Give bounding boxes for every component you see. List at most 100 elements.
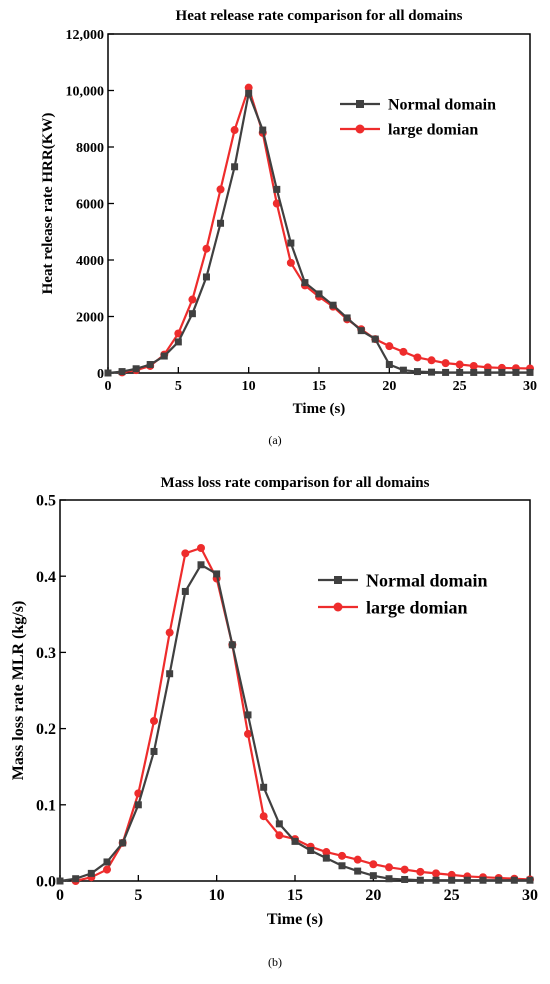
- x-tick-label: 10: [209, 887, 225, 904]
- data-point-normal-domain: [416, 876, 424, 884]
- y-tick-label: 0.4: [36, 569, 56, 586]
- panel-caption: (a): [268, 433, 281, 447]
- data-point-normal-domain: [432, 876, 440, 884]
- data-point-normal-domain: [56, 877, 64, 885]
- data-point-large-domain: [244, 729, 252, 738]
- y-tick-label: 12,000: [66, 28, 105, 43]
- x-tick-label: 0: [56, 887, 64, 904]
- data-point-normal-domain: [72, 875, 80, 883]
- data-point-normal-domain: [188, 310, 196, 318]
- data-point-large-domain: [385, 863, 393, 872]
- x-axis-label: Time (s): [267, 911, 323, 928]
- data-point-large-domain: [427, 356, 436, 365]
- data-point-normal-domain: [357, 327, 365, 335]
- data-point-normal-domain: [104, 369, 112, 377]
- data-point-normal-domain: [245, 89, 253, 97]
- data-point-large-domain: [353, 855, 362, 864]
- data-point-normal-domain: [369, 872, 377, 880]
- y-axis-label: Heat release rate HRR(KW): [40, 113, 56, 295]
- data-point-normal-domain: [160, 352, 168, 360]
- y-tick-label: 8000: [76, 141, 104, 156]
- data-point-large-domain: [244, 83, 253, 92]
- data-point-large-domain: [286, 258, 295, 267]
- legend-marker-circle: [355, 124, 365, 134]
- data-point-large-domain: [413, 353, 422, 362]
- data-point-large-domain: [469, 361, 478, 370]
- data-point-large-domain: [369, 860, 378, 869]
- y-tick-label: 4000: [76, 254, 104, 269]
- data-point-large-domain: [275, 831, 284, 840]
- data-point-normal-domain: [307, 847, 315, 855]
- legend-label: Normal domain: [388, 97, 496, 114]
- x-tick-label: 20: [365, 887, 381, 904]
- data-point-normal-domain: [456, 368, 464, 376]
- data-point-normal-domain: [401, 875, 409, 883]
- data-point-large-domain: [455, 360, 464, 369]
- data-point-normal-domain: [244, 711, 252, 719]
- data-point-large-domain: [259, 812, 268, 821]
- legend-marker-square: [356, 100, 364, 108]
- data-point-normal-domain: [181, 587, 189, 595]
- data-point-normal-domain: [343, 314, 351, 322]
- data-point-large-domain: [416, 867, 425, 876]
- data-point-normal-domain: [301, 279, 309, 287]
- data-point-normal-domain: [287, 239, 295, 247]
- data-point-normal-domain: [103, 858, 111, 866]
- x-tick-label: 30: [522, 887, 538, 904]
- data-point-normal-domain: [228, 641, 236, 649]
- data-point-normal-domain: [132, 365, 140, 373]
- data-point-large-domain: [399, 347, 408, 356]
- data-point-large-domain: [432, 869, 440, 878]
- legend-label: large domian: [366, 597, 468, 617]
- y-tick-label: 2000: [76, 310, 104, 325]
- legend-marker-circle: [333, 602, 343, 612]
- data-point-normal-domain: [197, 561, 205, 569]
- data-point-normal-domain: [510, 876, 518, 884]
- data-point-large-domain: [202, 244, 211, 253]
- data-point-normal-domain: [146, 361, 154, 369]
- hrr-chart-panel: Heat release rate comparison for all dom…: [40, 8, 537, 447]
- x-axis-label: Time (s): [293, 401, 346, 417]
- data-point-normal-domain: [448, 876, 456, 884]
- data-point-normal-domain: [479, 876, 487, 884]
- y-tick-label: 0.1: [36, 797, 56, 814]
- data-point-normal-domain: [371, 335, 379, 343]
- data-point-normal-domain: [463, 876, 471, 884]
- data-point-large-domain: [338, 851, 346, 860]
- data-point-large-domain: [322, 848, 331, 857]
- data-point-normal-domain: [260, 783, 268, 791]
- data-point-normal-domain: [354, 867, 362, 875]
- data-point-normal-domain: [213, 570, 221, 578]
- data-point-normal-domain: [322, 854, 330, 862]
- data-point-normal-domain: [470, 368, 478, 376]
- y-tick-label: 0.0: [36, 874, 56, 891]
- y-tick-label: 0: [97, 367, 104, 382]
- data-point-normal-domain: [202, 273, 210, 281]
- data-point-normal-domain: [174, 338, 182, 346]
- panel-caption: (b): [268, 955, 282, 969]
- data-point-large-domain: [400, 865, 409, 874]
- data-point-normal-domain: [119, 839, 127, 847]
- data-point-normal-domain: [329, 301, 337, 309]
- x-tick-label: 30: [523, 379, 537, 394]
- data-point-large-domain: [216, 185, 225, 194]
- data-point-normal-domain: [166, 670, 174, 678]
- mlr-chart-panel: Mass loss rate comparison for all domain…: [10, 475, 538, 969]
- x-tick-label: 25: [444, 887, 460, 904]
- data-point-normal-domain: [413, 368, 421, 376]
- legend-marker-square: [334, 576, 342, 584]
- y-axis-label: Mass loss rate MLR (kg/s): [10, 601, 27, 781]
- data-point-normal-domain: [315, 290, 323, 298]
- data-point-large-domain: [197, 544, 205, 553]
- data-point-large-domain: [272, 199, 281, 208]
- data-point-normal-domain: [150, 747, 158, 755]
- data-point-normal-domain: [484, 368, 492, 376]
- x-tick-label: 15: [312, 379, 326, 394]
- data-point-normal-domain: [428, 368, 436, 376]
- chart-title: Heat release rate comparison for all dom…: [176, 8, 463, 24]
- data-point-normal-domain: [385, 361, 393, 369]
- data-point-large-domain: [230, 126, 239, 135]
- data-point-large-domain: [188, 295, 197, 304]
- data-point-normal-domain: [495, 876, 503, 884]
